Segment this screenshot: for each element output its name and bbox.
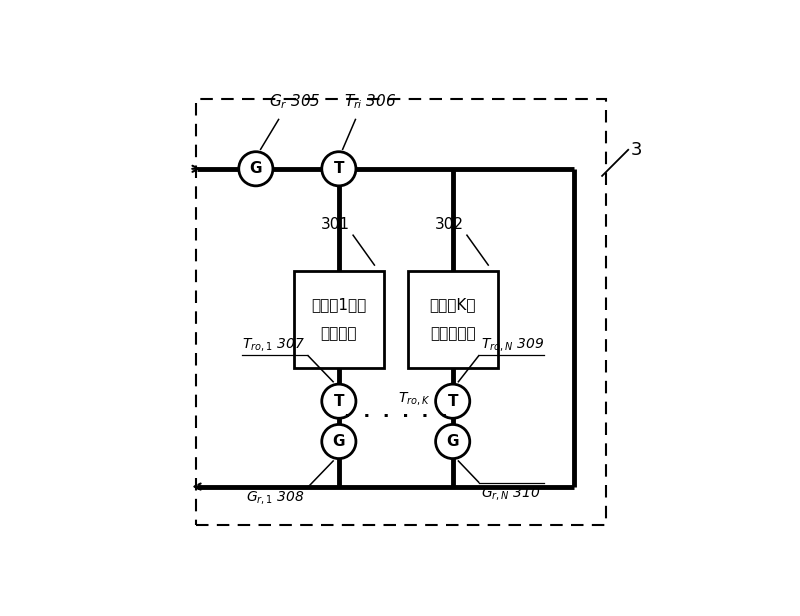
Text: 301: 301 xyxy=(321,217,350,232)
Text: T: T xyxy=(334,394,344,408)
Text: G: G xyxy=(446,434,459,449)
Circle shape xyxy=(436,424,470,458)
Text: $G_r$ 305: $G_r$ 305 xyxy=(269,92,321,111)
Text: 附着冷板: 附着冷板 xyxy=(321,326,357,341)
Circle shape xyxy=(238,152,273,186)
Text: 302: 302 xyxy=(434,217,463,232)
Circle shape xyxy=(322,152,356,186)
Bar xyxy=(196,99,606,525)
Text: T: T xyxy=(334,161,344,176)
Text: 其附着冷板: 其附着冷板 xyxy=(430,326,475,341)
Text: $T_{ro,1}$ 307: $T_{ro,1}$ 307 xyxy=(242,336,305,354)
Bar xyxy=(294,271,384,368)
Text: $T_{ro,N}$ 309: $T_{ro,N}$ 309 xyxy=(481,336,544,354)
Circle shape xyxy=(322,384,356,418)
Text: $G_{r,1}$ 308: $G_{r,1}$ 308 xyxy=(246,490,305,506)
Text: T: T xyxy=(447,394,458,408)
Text: 辐射器1及其: 辐射器1及其 xyxy=(311,298,366,313)
Text: $T_{ri}$ 306: $T_{ri}$ 306 xyxy=(343,92,396,111)
Text: ·  ·  ·  ·  ·  ·: · · · · · · xyxy=(344,408,448,426)
Text: $G_{r,N}$ 310: $G_{r,N}$ 310 xyxy=(481,485,541,501)
Text: G: G xyxy=(333,434,345,449)
Bar xyxy=(408,271,498,368)
Circle shape xyxy=(322,424,356,458)
Text: G: G xyxy=(250,161,262,176)
Circle shape xyxy=(436,384,470,418)
Text: $T_{ro,K}$: $T_{ro,K}$ xyxy=(398,391,431,407)
Text: 3: 3 xyxy=(630,141,642,159)
Text: 辐射器K及: 辐射器K及 xyxy=(430,298,476,313)
